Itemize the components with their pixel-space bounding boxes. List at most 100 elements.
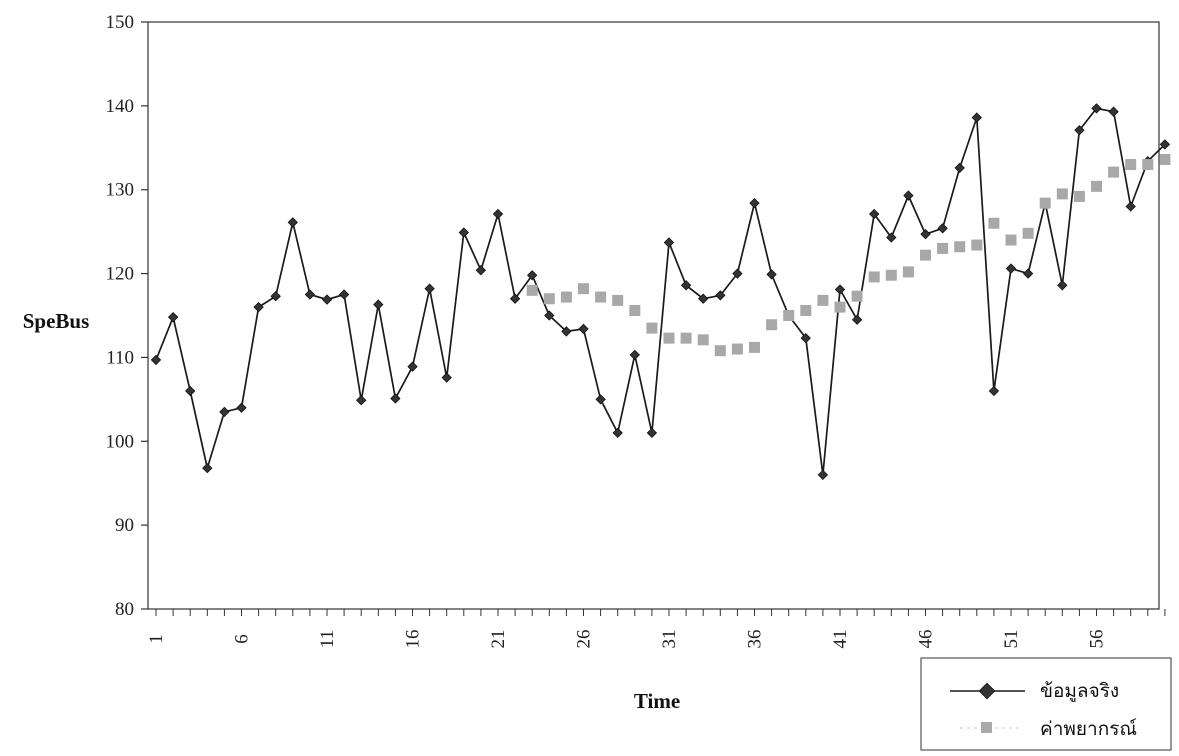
- data-point-actual: [270, 291, 281, 302]
- series-0: [150, 103, 1171, 480]
- data-point-actual: [509, 293, 521, 304]
- data-point-forecast: [749, 341, 760, 353]
- legend-label-actual: ข้อมูลจริง: [1040, 680, 1119, 702]
- y-tick-label: 140: [106, 96, 135, 117]
- data-point-forecast: [1125, 159, 1137, 171]
- data-point-forecast: [1159, 154, 1171, 166]
- x-tick-label: 36: [745, 630, 766, 649]
- legend: ข้อมูลจริง ค่าพยากรณ์: [920, 657, 1172, 751]
- data-point-actual: [1005, 263, 1017, 274]
- data-point-forecast: [988, 217, 1000, 229]
- data-point-actual: [202, 462, 213, 474]
- series-1: [526, 154, 1171, 357]
- data-point-actual: [561, 326, 572, 337]
- data-point-actual: [492, 208, 504, 220]
- data-point-forecast: [1091, 180, 1102, 192]
- legend-label-forecast: ค่าพยากรณ์: [1040, 718, 1137, 740]
- series-layer: [150, 103, 1171, 480]
- data-point-actual: [390, 393, 401, 404]
- data-point-forecast: [800, 304, 812, 316]
- y-tick-label: 130: [106, 180, 135, 201]
- data-point-actual: [646, 427, 658, 439]
- data-point-actual: [167, 312, 179, 323]
- x-axis: 1 6 11 16 21 26 31 36 41 46 51 56: [146, 609, 1166, 649]
- y-axis: 80 90 100 110 120 130 140 150: [106, 12, 148, 620]
- legend-marker-forecast: [981, 722, 992, 733]
- data-point-forecast: [868, 271, 880, 283]
- data-point-actual: [988, 385, 1000, 397]
- x-tick-label: 26: [574, 630, 595, 649]
- data-point-actual: [800, 332, 811, 344]
- data-point-actual: [817, 469, 829, 480]
- data-point-forecast: [714, 345, 726, 357]
- data-point-actual: [663, 237, 675, 248]
- data-point-actual: [373, 299, 384, 310]
- data-point-actual: [356, 395, 367, 406]
- data-point-forecast: [1142, 159, 1154, 171]
- data-point-forecast: [1039, 197, 1051, 209]
- data-point-actual: [732, 268, 743, 279]
- data-point-actual: [1022, 268, 1034, 279]
- data-point-forecast: [578, 283, 589, 295]
- y-tick-label: 110: [106, 347, 134, 368]
- data-point-actual: [578, 323, 589, 335]
- data-point-actual: [219, 406, 230, 418]
- y-tick-label: 120: [106, 264, 135, 285]
- data-point-actual: [869, 208, 880, 220]
- data-point-actual: [715, 290, 726, 301]
- series-line: [155, 107, 1166, 475]
- data-point-actual: [834, 284, 846, 295]
- data-point-forecast: [885, 269, 897, 281]
- data-point-actual: [903, 190, 914, 201]
- data-point-actual: [680, 280, 692, 291]
- data-point-actual: [185, 385, 196, 397]
- data-point-forecast: [526, 284, 538, 296]
- data-point-forecast: [817, 294, 829, 306]
- data-point-forecast: [680, 332, 692, 344]
- data-point-forecast: [1056, 188, 1068, 200]
- data-point-forecast: [629, 304, 641, 316]
- data-point-forecast: [851, 290, 863, 302]
- x-tick-label: 51: [1001, 630, 1022, 649]
- data-point-actual: [1125, 201, 1136, 212]
- x-axis-title: Time: [634, 689, 680, 713]
- data-point-forecast: [697, 334, 709, 346]
- x-tick-label: 31: [659, 630, 680, 649]
- data-point-forecast: [560, 291, 572, 303]
- data-point-actual: [424, 283, 435, 294]
- data-point-actual: [920, 229, 931, 240]
- data-point-actual: [321, 294, 333, 305]
- y-axis-title: SpeBus: [23, 309, 90, 333]
- data-point-forecast: [971, 239, 983, 251]
- data-point-actual: [304, 289, 316, 300]
- data-point-actual: [475, 265, 487, 276]
- data-point-forecast: [663, 332, 675, 344]
- data-point-actual: [1108, 106, 1119, 117]
- plot-area-frame: [147, 21, 1160, 610]
- data-point-actual: [150, 354, 162, 366]
- x-tick-label: 46: [916, 630, 937, 649]
- data-point-forecast: [834, 301, 846, 313]
- data-point-actual: [612, 427, 623, 439]
- legend-marker-actual: [978, 682, 996, 700]
- data-point-forecast: [783, 310, 795, 321]
- data-point-forecast: [954, 241, 966, 253]
- data-point-actual: [595, 394, 606, 405]
- data-point-actual: [407, 361, 418, 372]
- data-point-actual: [749, 197, 760, 209]
- data-point-forecast: [766, 319, 778, 331]
- y-tick-label: 100: [106, 431, 135, 452]
- data-point-forecast: [1005, 234, 1017, 246]
- legend-box: [920, 657, 1172, 751]
- data-point-actual: [766, 269, 777, 280]
- data-point-actual: [629, 349, 640, 361]
- data-point-forecast: [543, 293, 555, 305]
- data-point-forecast: [920, 249, 931, 261]
- data-point-actual: [698, 293, 709, 304]
- data-point-actual: [527, 270, 538, 281]
- data-point-actual: [458, 227, 469, 238]
- data-point-actual: [954, 162, 965, 174]
- y-tick-label: 80: [115, 599, 134, 620]
- data-point-actual: [253, 301, 264, 313]
